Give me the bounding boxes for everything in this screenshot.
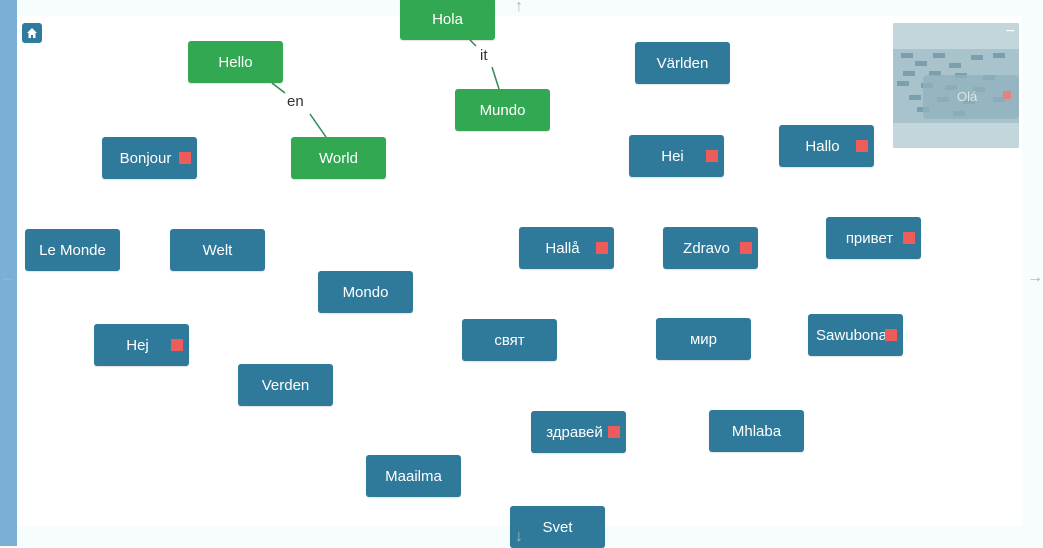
node-hello[interactable]: Hello <box>188 41 283 83</box>
node-hola[interactable]: Hola <box>400 0 495 40</box>
marker-icon[interactable] <box>179 152 191 164</box>
minimap-overview <box>893 23 1019 148</box>
node-hallo[interactable]: Hallo <box>779 125 874 167</box>
node-label: Världen <box>656 54 709 72</box>
marker-icon[interactable] <box>885 329 897 341</box>
node-label: мир <box>689 330 718 348</box>
node-zdravo[interactable]: Zdravo <box>663 227 758 269</box>
home-icon <box>27 28 37 38</box>
node-label: Bonjour <box>119 149 172 167</box>
minimap-collapse-button[interactable]: − <box>1005 23 1015 40</box>
node-welt[interactable]: Welt <box>170 229 265 271</box>
node-mhlaba[interactable]: Mhlaba <box>709 410 804 452</box>
arrow-right-icon[interactable]: → <box>1027 269 1043 286</box>
node-svet[interactable]: Svet <box>510 506 605 548</box>
marker-icon[interactable] <box>856 140 868 152</box>
marker-icon[interactable] <box>740 242 752 254</box>
arrow-up-icon[interactable]: ↑ <box>515 0 523 15</box>
marker-icon[interactable] <box>903 232 915 244</box>
node-mundo-it[interactable]: Mundo <box>455 89 550 131</box>
node-label: World <box>319 149 358 167</box>
node-hei[interactable]: Hei <box>629 135 724 177</box>
node-label: Mundo <box>479 101 526 119</box>
node-label: Sawubona <box>816 326 887 344</box>
node-label: Hola <box>432 10 463 28</box>
node-varlden[interactable]: Världen <box>635 42 730 84</box>
edge-label-it: it <box>480 47 488 64</box>
node-label: Welt <box>202 241 233 259</box>
node-mondo[interactable]: Mondo <box>318 271 413 313</box>
node-label: Hallo <box>805 137 840 155</box>
node-le-monde[interactable]: Le Monde <box>25 229 120 271</box>
node-label: Mondo <box>342 283 389 301</box>
node-label: здравей <box>546 423 603 441</box>
marker-icon[interactable] <box>596 242 608 254</box>
node-sawubona[interactable]: Sawubona <box>808 314 903 356</box>
node-label: свят <box>494 331 525 349</box>
node-bonjour[interactable]: Bonjour <box>102 137 197 179</box>
node-label: Maailma <box>385 467 442 485</box>
node-zdravei[interactable]: здравей <box>531 411 626 453</box>
node-label: Verden <box>261 376 310 394</box>
node-label: Hej <box>126 336 149 354</box>
node-label: привет <box>845 229 894 247</box>
node-halla[interactable]: Hallå <box>519 227 614 269</box>
node-verden[interactable]: Verden <box>238 364 333 406</box>
node-maailma[interactable]: Maailma <box>366 455 461 497</box>
minimap[interactable]: − Olá <box>893 23 1019 148</box>
marker-icon[interactable] <box>608 426 620 438</box>
arrow-left-icon[interactable]: ← <box>0 269 16 286</box>
node-label: Hallå <box>545 239 580 257</box>
node-label: Hei <box>661 147 684 165</box>
node-label: Zdravo <box>683 239 730 257</box>
node-label: Hello <box>218 53 253 71</box>
node-label: Svet <box>542 518 573 536</box>
home-button[interactable] <box>22 23 42 43</box>
node-mir[interactable]: мир <box>656 318 751 360</box>
marker-icon[interactable] <box>706 150 718 162</box>
arrow-down-icon[interactable]: ↓ <box>515 528 523 545</box>
node-label: Le Monde <box>39 241 106 259</box>
minimap-label: Olá <box>957 89 978 104</box>
marker-icon[interactable] <box>171 339 183 351</box>
node-label: Mhlaba <box>731 422 782 440</box>
left-pan-edge[interactable] <box>0 0 17 546</box>
node-privet[interactable]: привет <box>826 217 921 259</box>
node-hej[interactable]: Hej <box>94 324 189 366</box>
node-world[interactable]: World <box>291 137 386 179</box>
right-pan-edge[interactable] <box>1022 0 1043 546</box>
node-svyat[interactable]: свят <box>462 319 557 361</box>
edge-label-en: en <box>287 93 304 110</box>
